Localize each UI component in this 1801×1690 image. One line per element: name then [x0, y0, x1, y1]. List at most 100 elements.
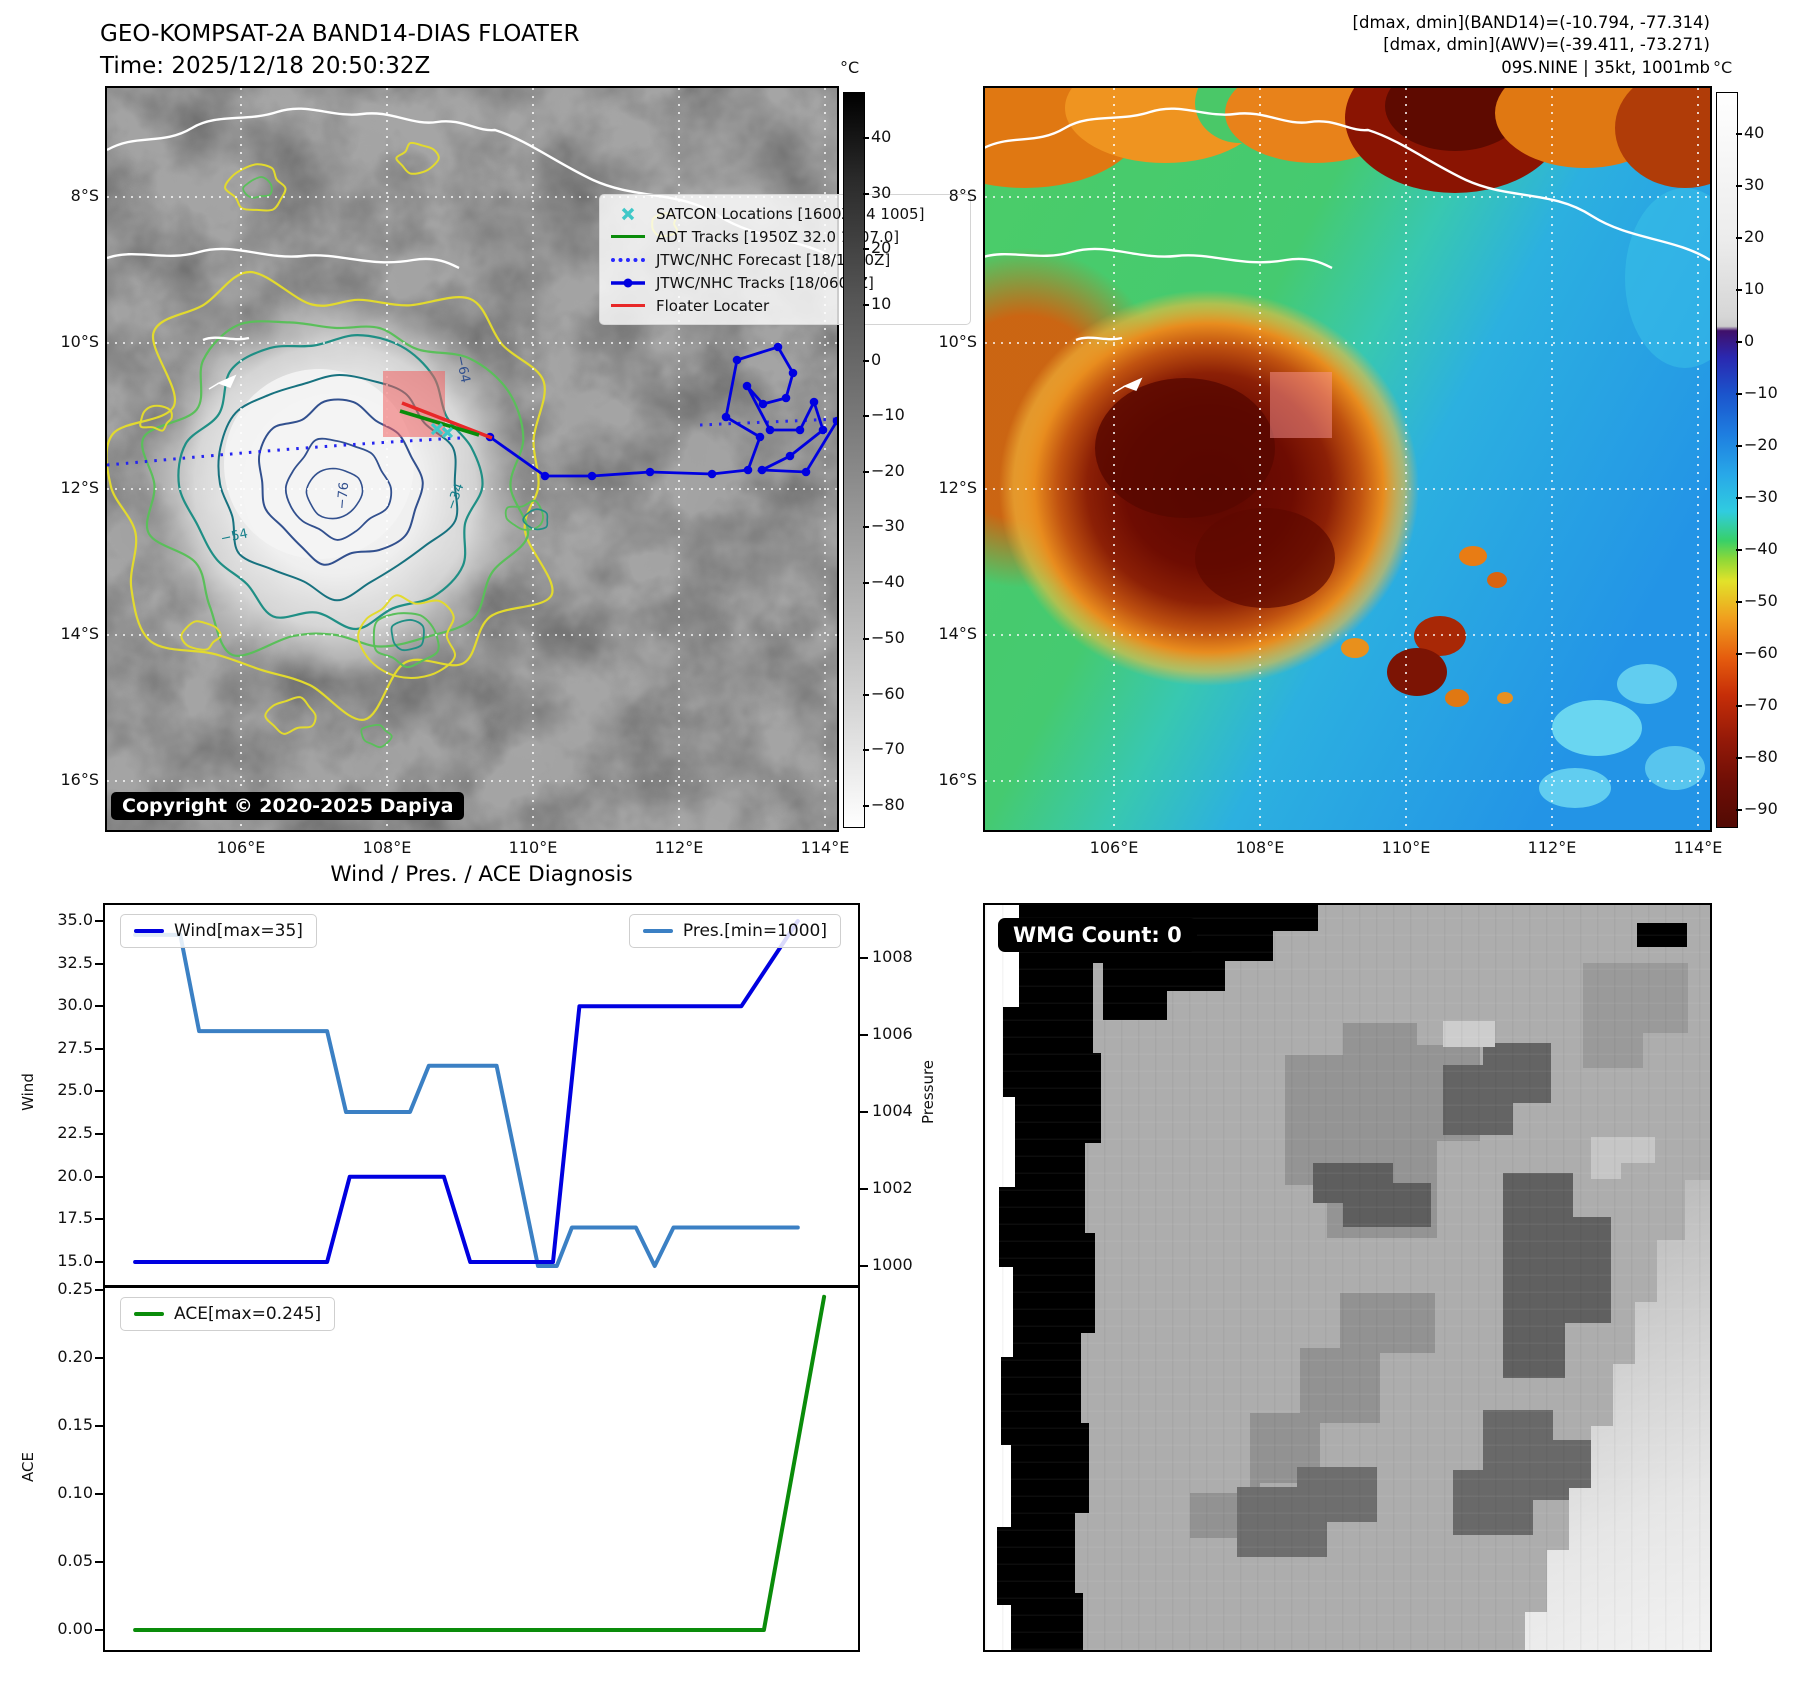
contour-line — [177, 333, 484, 631]
wind-legend: Wind[max=35] — [120, 914, 317, 948]
axis-tick-mark — [860, 957, 868, 959]
axis-tick-mark — [860, 1188, 868, 1190]
colorbar-tick-mark — [1736, 549, 1742, 551]
colorbar-tick-label: −60 — [1744, 643, 1778, 662]
colorbar-tick-mark — [863, 582, 869, 584]
ace-legend: ACE[max=0.245] — [120, 1297, 336, 1331]
temperature-contours — [105, 141, 679, 749]
axis-tick-mark — [860, 1111, 868, 1113]
contour-line — [224, 163, 287, 212]
adt-track-line — [399, 409, 480, 437]
colorbar-tick-mark — [863, 694, 869, 696]
floater-locater-line — [401, 401, 493, 440]
colorbar-tick-label: −70 — [871, 739, 905, 758]
legend-label: ADT Tracks [1950Z 32.0 1007.0] — [656, 227, 900, 246]
legend-label: JTWC/NHC Tracks [18/0600Z] — [656, 273, 874, 292]
band14-map-panel: −64 −76 −54 −34 SATCON Locations [1600Z … — [105, 86, 971, 832]
track-point — [758, 399, 768, 409]
contour-line — [139, 404, 173, 432]
lat-tick-label: 10°S — [938, 332, 977, 351]
track-point — [645, 467, 655, 477]
colorbar-tick-label: 40 — [1744, 123, 1765, 142]
lon-tick-label: 110°E — [508, 838, 558, 857]
legend-label: Floater Locater — [656, 296, 770, 315]
colorbar-tick-label: −20 — [871, 461, 905, 480]
lon-tick-label: 114°E — [800, 838, 850, 857]
panel2-header-line3: 09S.NINE | 35kt, 1001mb — [1501, 57, 1710, 77]
colorbar-tick-mark — [863, 526, 869, 528]
legend-row: SATCON Locations [1600Z 34 1005] — [609, 202, 961, 225]
colorbar-tick-label: −50 — [871, 628, 905, 647]
legend-row: ADT Tracks [1950Z 32.0 1007.0] — [609, 225, 961, 248]
ace-tick-label: 0.10 — [57, 1483, 93, 1502]
colorbar-tick-label: −40 — [1744, 539, 1778, 558]
contour-line — [264, 696, 317, 735]
colorbar-tick-mark — [1736, 393, 1742, 395]
colorbar-tick-label: 10 — [871, 294, 892, 313]
satcon-x-marker-icon — [609, 206, 647, 222]
ace-legend-swatch — [134, 1311, 164, 1317]
contour-line — [141, 320, 530, 657]
wmg-black-block — [1637, 923, 1687, 947]
colorbar-tick-label: 40 — [871, 127, 892, 146]
colorbar-tick-label: −90 — [1744, 799, 1778, 818]
panel1-title-line1: GEO-KOMPSAT-2A BAND14-DIAS FLOATER — [100, 21, 580, 47]
track-point — [785, 451, 795, 461]
axis-tick-mark — [95, 1261, 103, 1263]
lat-tick-label: 14°S — [938, 624, 977, 643]
track-point — [732, 355, 742, 365]
legend-label: JTWC/NHC Forecast [18/1800Z] — [656, 250, 891, 269]
axis-tick-mark — [860, 1265, 868, 1267]
lat-tick-label: 12°S — [938, 478, 977, 497]
track-point — [721, 412, 731, 422]
contour-line — [357, 594, 456, 679]
ace-legend-label: ACE[max=0.245] — [174, 1304, 322, 1324]
track-point — [773, 342, 783, 352]
lat-tick-label: 10°S — [60, 332, 99, 351]
track-point — [781, 393, 791, 403]
adt-line-icon — [609, 234, 647, 239]
wind-pressure-chart — [103, 903, 860, 1287]
copyright-badge: Copyright © 2020-2025 Dapiya — [111, 792, 465, 820]
wind-legend-swatch — [134, 928, 164, 934]
wind-tick-label: 22.5 — [57, 1123, 93, 1142]
ace-tick-label: 0.15 — [57, 1415, 93, 1434]
contour-line — [372, 612, 440, 669]
colorbar-tick-mark — [863, 304, 869, 306]
colorbar-tick-mark — [863, 248, 869, 250]
legend-row: Floater Locater — [609, 294, 961, 317]
ace-series-line — [133, 1294, 827, 1632]
axis-tick-mark — [95, 1090, 103, 1092]
diagnosis-chart-title: Wind / Pres. / ACE Diagnosis — [330, 862, 633, 887]
lat-tick-label: 8°S — [948, 186, 977, 205]
colorbar-tick-label: −10 — [871, 405, 905, 424]
colorbar-tick-label: 0 — [871, 350, 882, 369]
floater-target-box — [1270, 372, 1332, 438]
colorbar-tick-mark — [1736, 653, 1742, 655]
colorbar-tick-label: 0 — [1744, 331, 1755, 350]
pressure-series-line — [133, 932, 800, 1268]
lon-tick-label: 108°E — [362, 838, 412, 857]
axis-tick-mark — [95, 1561, 103, 1563]
colorbar-tick-mark — [1736, 497, 1742, 499]
colorbar-tick-mark — [863, 805, 869, 807]
axis-tick-mark — [95, 1493, 103, 1495]
lat-tick-label: 16°S — [938, 770, 977, 789]
convective-speckles — [1341, 546, 1513, 707]
colorbar-tick-mark — [1736, 809, 1742, 811]
pressure-tick-label: 1002 — [872, 1178, 913, 1197]
colorbar-tick-mark — [1736, 445, 1742, 447]
colorbar-tick-mark — [1736, 133, 1742, 135]
axis-tick-mark — [95, 1048, 103, 1050]
pressure-tick-label: 1000 — [872, 1255, 913, 1274]
axis-tick-mark — [95, 1005, 103, 1007]
track-line-dot-icon — [609, 276, 647, 290]
awv-colorbar-unit: °C — [1713, 58, 1733, 77]
panel1-title: GEO-KOMPSAT-2A BAND14-DIAS FLOATER Time:… — [100, 18, 580, 82]
track-point — [765, 425, 775, 435]
track-point — [755, 432, 765, 442]
contour-label: −76 — [335, 481, 352, 510]
awv-colorbar — [1716, 92, 1738, 828]
colorbar-tick-mark — [863, 471, 869, 473]
